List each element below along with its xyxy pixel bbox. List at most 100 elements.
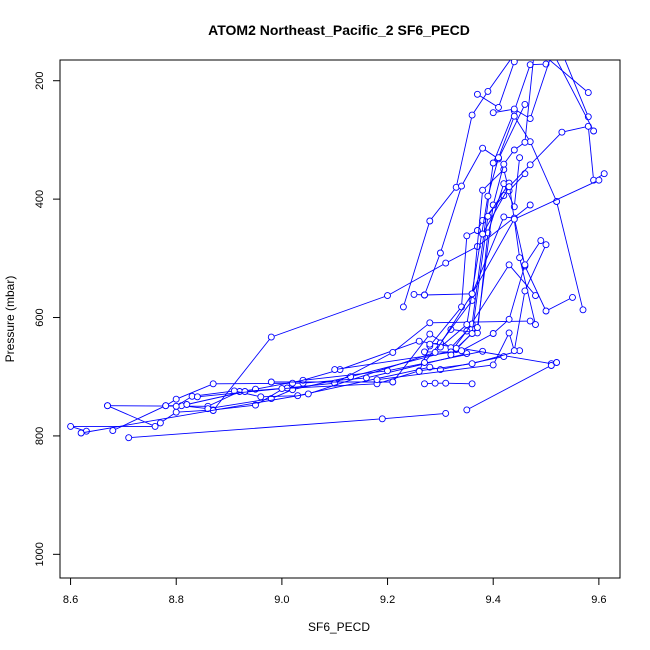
data-point xyxy=(436,249,444,257)
data-point xyxy=(468,360,476,368)
data-point xyxy=(463,321,471,329)
x-axis: 8.6 8.8 9.0 9.2 9.4 9.6 xyxy=(63,577,607,606)
data-point xyxy=(468,380,476,388)
data-point xyxy=(410,290,418,298)
series-line xyxy=(424,382,473,385)
profile-series xyxy=(331,237,545,374)
data-point xyxy=(526,201,534,209)
data-point xyxy=(484,212,492,220)
data-point xyxy=(510,215,518,223)
data-point xyxy=(426,319,434,327)
data-point xyxy=(542,307,550,315)
data-point xyxy=(516,254,524,262)
x-tick-label: 9.4 xyxy=(486,594,501,606)
data-point xyxy=(458,182,465,190)
series-line xyxy=(455,181,536,349)
data-point xyxy=(399,303,407,311)
data-point xyxy=(595,176,603,184)
series-line xyxy=(440,115,584,348)
profile-series xyxy=(479,122,608,238)
data-point xyxy=(104,402,111,410)
series-line xyxy=(70,405,156,432)
x-tick-label: 8.6 xyxy=(63,594,78,606)
data-point xyxy=(510,347,518,355)
data-point xyxy=(172,402,180,410)
data-point xyxy=(479,230,487,238)
profile-series xyxy=(463,359,561,414)
y-tick-label: 400 xyxy=(34,190,46,208)
data-point xyxy=(516,154,524,162)
data-point xyxy=(500,160,508,168)
data-point xyxy=(431,348,439,356)
data-point xyxy=(426,340,434,348)
data-point xyxy=(468,290,476,298)
data-point xyxy=(532,321,539,329)
data-point xyxy=(500,213,508,221)
series-line xyxy=(376,244,547,381)
data-point xyxy=(331,366,339,374)
data-point xyxy=(489,109,497,117)
series-line xyxy=(477,60,594,132)
data-point xyxy=(505,329,513,337)
profile-series xyxy=(373,241,550,384)
profile-series xyxy=(489,60,592,123)
data-point xyxy=(468,111,476,119)
data-point xyxy=(415,367,423,375)
profile-series xyxy=(77,176,603,437)
data-point xyxy=(304,390,312,398)
data-point xyxy=(389,348,397,356)
data-point xyxy=(479,186,487,194)
data-point xyxy=(426,363,434,371)
data-point xyxy=(484,87,492,95)
data-point xyxy=(378,415,386,423)
data-point xyxy=(241,388,249,395)
data-point xyxy=(458,347,465,355)
data-point xyxy=(373,376,381,384)
data-point xyxy=(473,90,481,98)
data-point xyxy=(183,401,191,408)
data-point xyxy=(442,379,450,387)
y-tick-label: 1000 xyxy=(34,542,46,566)
data-point xyxy=(156,419,164,427)
data-point xyxy=(389,378,397,386)
profile-series xyxy=(421,379,476,388)
data-point xyxy=(209,380,217,388)
data-point xyxy=(510,146,518,154)
data-point xyxy=(526,161,534,169)
data-point xyxy=(267,333,275,341)
data-point xyxy=(510,112,518,120)
series-line xyxy=(334,240,542,371)
profile-series xyxy=(436,112,587,351)
series-line xyxy=(81,179,600,434)
y-tick-label: 800 xyxy=(34,427,46,445)
data-point xyxy=(421,359,428,366)
data-point xyxy=(479,144,487,152)
data-point xyxy=(584,89,592,97)
data-point xyxy=(489,330,497,337)
data-point xyxy=(421,380,428,388)
data-point xyxy=(278,385,286,393)
x-tick-label: 9.2 xyxy=(380,594,395,606)
data-point xyxy=(505,183,513,191)
data-point xyxy=(172,408,180,416)
data-point xyxy=(442,259,450,267)
data-point xyxy=(542,241,550,249)
x-axis-label: SF6_PECD xyxy=(308,620,370,634)
y-axis: 200 400 600 800 1000 xyxy=(34,72,61,567)
y-tick-label: 600 xyxy=(34,308,46,326)
data-point xyxy=(510,105,518,113)
profile-series xyxy=(447,60,534,359)
data-point xyxy=(463,232,471,240)
data-point xyxy=(505,315,513,323)
data-point xyxy=(421,291,428,299)
data-point xyxy=(521,261,529,269)
data-point xyxy=(426,217,434,225)
data-point xyxy=(547,362,555,369)
profile-series xyxy=(125,409,450,442)
data-point xyxy=(489,159,497,167)
data-point xyxy=(431,379,439,387)
data-point xyxy=(526,115,534,123)
x-tick-label: 9.0 xyxy=(274,594,289,606)
y-tick-label: 200 xyxy=(34,72,46,90)
